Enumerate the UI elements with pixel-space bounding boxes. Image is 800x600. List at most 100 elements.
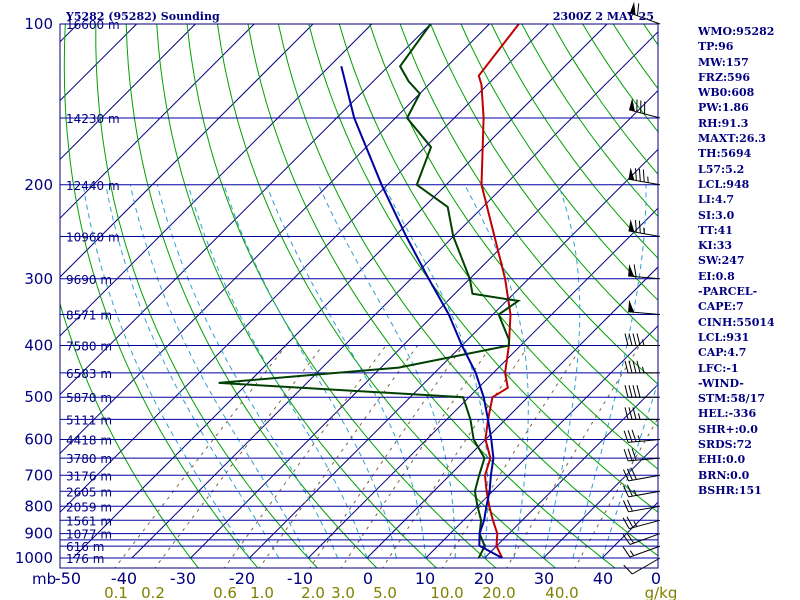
stability-index-line: WMO:95282 (698, 25, 775, 38)
mixing-ratio-line (574, 417, 658, 568)
wind-barb (628, 299, 661, 316)
temperature-tick-label: 0 (363, 569, 373, 588)
mixing-ratio-label: 0.1 (104, 584, 128, 600)
wind-barb-pennant (629, 1, 636, 16)
isotherm-line (190, 89, 658, 559)
height-label: 176 m (66, 552, 104, 566)
stability-index-line: TP:96 (698, 40, 734, 54)
pressure-tick-label: 500 (24, 388, 53, 406)
pressure-tick-label: 100 (24, 15, 53, 33)
pressure-tick-label: 900 (24, 525, 53, 543)
wind-barb-staff (628, 275, 661, 280)
wind-barb-pennant (628, 299, 635, 313)
wind-barb (623, 429, 661, 443)
height-label: 616 m (66, 540, 104, 554)
moist-adiabat-line (156, 184, 339, 559)
isotherm-line (60, 24, 196, 161)
isotherm-line (425, 325, 658, 559)
stability-index-line: SW:247 (698, 254, 745, 268)
profile-layer (218, 24, 521, 559)
parcel-profile-line (340, 66, 503, 559)
wind-barb-staff (628, 519, 661, 530)
mixing-ratio-label: 3.0 (331, 584, 355, 600)
wind-barb-half-flag (642, 339, 645, 346)
wind-barb (622, 516, 661, 530)
wind-barb (624, 360, 660, 374)
mixing-ratio-unit: g/kg (645, 584, 678, 600)
wind-barb-layer (622, 1, 661, 575)
wind-barb (628, 264, 661, 280)
wind-barb-flag (642, 169, 645, 183)
wind-barb-flag (632, 407, 637, 420)
wind-barb-staff (628, 474, 661, 482)
stability-index-line: CAPE:7 (698, 300, 744, 314)
isotherm-line (60, 24, 490, 455)
stability-index-line: TT:41 (698, 223, 733, 237)
wind-barb (624, 407, 660, 420)
mixing-ratio-line (154, 345, 324, 568)
isotherm-line (249, 148, 658, 559)
temperature-tick-label: -40 (111, 569, 137, 588)
plot-area (60, 24, 658, 568)
height-label: 1561 m (66, 514, 112, 528)
temperature-profile-line (477, 24, 520, 559)
temperature-tick-label: 40 (593, 569, 613, 588)
pressure-tick-label: 300 (24, 270, 53, 288)
stability-index-line: STM:58/17 (698, 392, 765, 406)
dry-adiabat-line (460, 24, 658, 301)
dewpoint-profile-line (218, 24, 521, 559)
stability-index-line: SRDS:72 (698, 438, 752, 452)
isotherm-line (484, 383, 658, 559)
wind-barb-staff (629, 545, 661, 558)
wind-barb (622, 545, 661, 558)
temperature-tick-label: 0 (651, 569, 661, 588)
stability-index-line: SHR+:0.0 (698, 422, 758, 436)
stability-index-line: SI:3.0 (698, 208, 735, 222)
isotherm-line (72, 24, 608, 559)
stability-index-line: LI:4.7 (698, 193, 735, 207)
wind-barb-flag (623, 564, 633, 575)
dry-adiabat-line (186, 24, 497, 568)
dry-adiabat-line (217, 24, 557, 568)
wind-barb-flag (636, 385, 641, 398)
wind-barb (622, 467, 661, 482)
temperature-tick-label: -10 (287, 569, 313, 588)
wind-barb-half-flag (637, 435, 641, 442)
wind-barb-staff (632, 557, 661, 575)
pressure-tick-label: 1000 (15, 549, 53, 567)
isobar-layer (60, 23, 658, 559)
pressure-unit-label: mb (32, 570, 56, 588)
height-label: 9690 m (66, 273, 112, 287)
dry-adiabat-line (156, 24, 438, 568)
wind-barb-flag (628, 360, 633, 373)
isotherm-line (131, 31, 658, 559)
wind-barb-flag (627, 430, 633, 443)
mixing-ratio-label: 20.0 (482, 584, 515, 600)
wind-barb-flag (636, 360, 641, 373)
stability-index-line: LCL:931 (698, 330, 750, 344)
height-label: 5870 m (66, 391, 112, 405)
mixing-ratio-label: 0.6 (213, 584, 237, 600)
isotherm-line (60, 24, 549, 513)
dry-adiabat-line (95, 24, 319, 568)
stability-index-line: EI:0.8 (698, 269, 735, 283)
wind-barb-flag (622, 500, 629, 513)
mixing-ratio-label: 5.0 (373, 584, 397, 600)
isotherm-line (366, 266, 658, 559)
temperature-tick-label: 10 (415, 569, 435, 588)
grid-layer (60, 24, 658, 568)
stability-index-line: BRN:0.0 (698, 468, 750, 482)
dry-adiabat-line (399, 24, 658, 385)
stability-index-line: EHI:0.0 (698, 453, 746, 467)
isotherm-line (60, 24, 431, 396)
stability-index-line: WB0:608 (698, 86, 755, 100)
height-label: 2605 m (66, 485, 112, 499)
height-label: 1077 m (66, 528, 112, 542)
wind-barb (629, 1, 661, 25)
isotherm-line (60, 24, 255, 219)
wind-barb-half-flag (633, 520, 638, 527)
wind-barb-flag (622, 469, 629, 482)
wind-barb (622, 499, 661, 513)
wind-barb (624, 385, 660, 398)
